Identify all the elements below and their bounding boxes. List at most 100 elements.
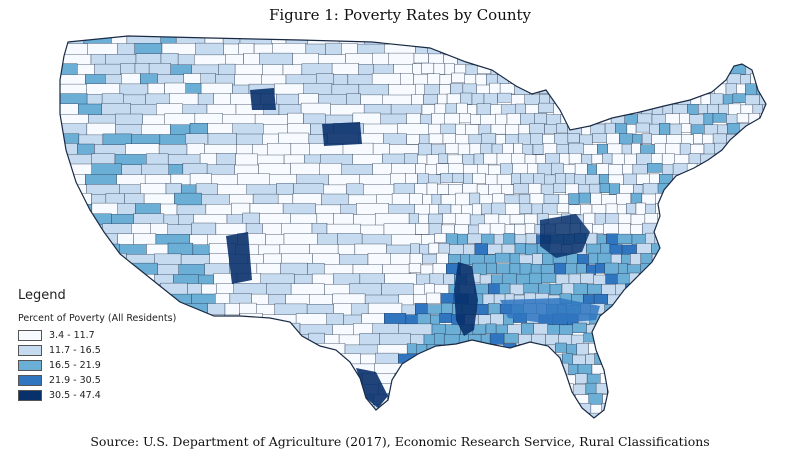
county — [643, 303, 658, 318]
county — [611, 52, 623, 63]
county — [696, 36, 708, 45]
county — [420, 393, 432, 408]
county — [555, 342, 567, 353]
county — [743, 283, 754, 294]
county — [665, 264, 680, 274]
county — [653, 264, 667, 279]
county — [756, 36, 766, 44]
county — [512, 394, 523, 408]
county — [521, 323, 534, 335]
county — [630, 333, 646, 345]
county — [490, 124, 506, 135]
county — [626, 413, 638, 418]
county — [543, 403, 554, 415]
county — [638, 93, 651, 105]
county — [618, 223, 631, 236]
county — [684, 172, 696, 185]
county — [60, 253, 76, 280]
county — [706, 164, 719, 176]
county — [521, 404, 535, 415]
county — [616, 313, 627, 326]
county — [706, 314, 722, 325]
county — [631, 374, 641, 385]
county — [660, 243, 675, 257]
county — [104, 243, 120, 260]
county — [568, 142, 584, 155]
county — [765, 154, 766, 166]
county — [647, 352, 662, 365]
county — [463, 342, 474, 358]
county — [659, 412, 675, 418]
county — [605, 43, 620, 56]
county — [754, 343, 765, 356]
county — [719, 183, 734, 195]
county — [445, 394, 456, 409]
legend-label: 3.4 - 11.7 — [49, 329, 95, 341]
county — [239, 343, 271, 367]
figure-title: Figure 1: Poverty Rates by County — [268, 6, 532, 24]
county — [644, 43, 658, 55]
county — [448, 254, 461, 264]
county — [440, 344, 454, 356]
county — [328, 364, 348, 381]
county — [109, 264, 127, 291]
county — [675, 404, 691, 418]
county — [619, 44, 634, 58]
county — [503, 414, 515, 418]
county — [722, 94, 734, 105]
county — [647, 36, 660, 45]
county — [616, 36, 628, 48]
county — [757, 352, 766, 363]
county — [567, 133, 580, 144]
county — [654, 143, 666, 155]
county — [733, 384, 748, 398]
county — [664, 93, 678, 104]
county — [576, 343, 589, 356]
county — [687, 272, 703, 285]
county — [555, 173, 566, 185]
county — [672, 104, 688, 115]
county — [467, 233, 482, 244]
county — [765, 123, 766, 137]
county — [486, 353, 499, 366]
county — [757, 223, 766, 236]
county — [769, 53, 781, 63]
county — [651, 272, 663, 284]
county — [742, 343, 756, 353]
county — [256, 304, 275, 334]
county — [717, 163, 731, 174]
county — [734, 312, 749, 323]
county — [735, 243, 745, 254]
county — [666, 254, 678, 268]
county — [597, 103, 611, 117]
county — [662, 323, 674, 338]
county — [302, 374, 327, 397]
county — [82, 243, 106, 267]
county — [492, 363, 503, 374]
county — [208, 324, 232, 344]
county — [715, 364, 730, 375]
county — [613, 413, 628, 418]
county — [418, 213, 429, 224]
county — [687, 283, 698, 294]
county — [561, 83, 573, 95]
county — [696, 354, 707, 365]
county — [174, 354, 201, 381]
county — [672, 274, 689, 284]
county — [747, 274, 758, 285]
county — [409, 383, 420, 396]
county — [600, 94, 616, 109]
county — [191, 324, 209, 352]
county — [745, 303, 757, 315]
county — [760, 203, 766, 216]
county — [201, 343, 224, 368]
county — [583, 212, 596, 225]
county — [632, 54, 646, 65]
county — [475, 383, 486, 397]
county — [662, 273, 674, 288]
county — [592, 133, 607, 143]
county — [180, 383, 212, 408]
county — [505, 203, 521, 215]
county — [566, 253, 578, 265]
county — [568, 273, 581, 285]
